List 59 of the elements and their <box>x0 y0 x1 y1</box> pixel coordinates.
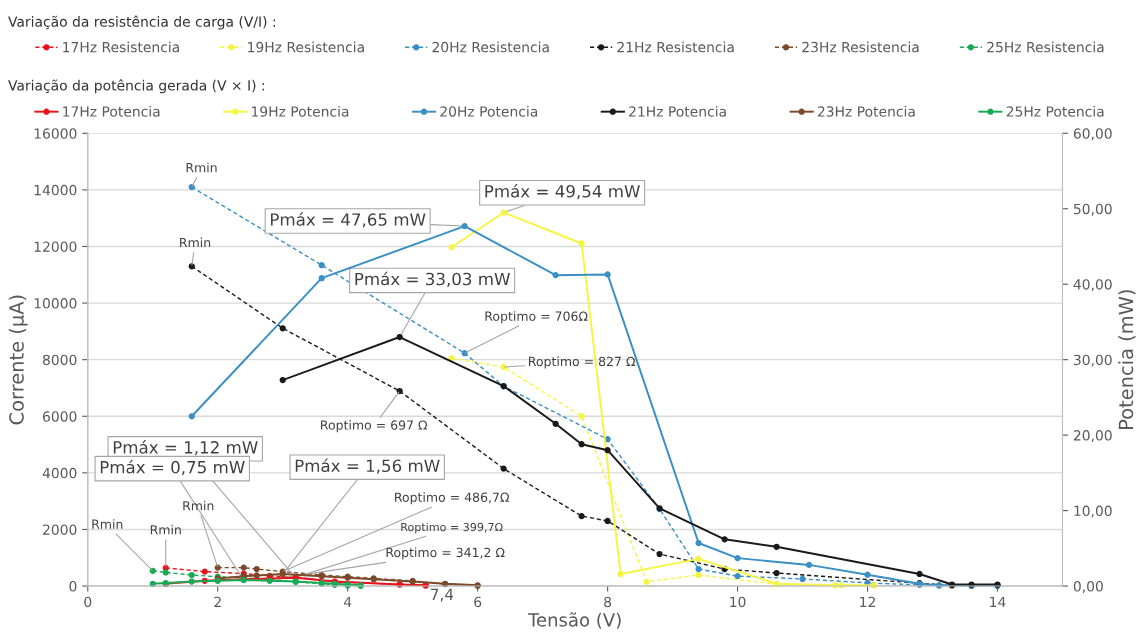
y2-tick-label: 30,00 <box>1073 354 1112 367</box>
legend-label: 19Hz Potencia <box>252 105 349 117</box>
y-tick-label: 16000 <box>34 128 77 139</box>
legend-label: 17Hz Resistencia <box>63 41 179 53</box>
x-tick-label: 2 <box>214 596 221 608</box>
y2-tick-label: 0,00 <box>1073 581 1103 593</box>
text: 7,4 <box>431 588 454 602</box>
y-tick-label: 6000 <box>42 411 77 422</box>
annotation: Roptimo = 827 Ω <box>529 356 636 369</box>
y-tick-label: 10000 <box>34 298 77 309</box>
legend-label: 25Hz Resistencia <box>987 41 1104 53</box>
x-tick-label: 12 <box>860 596 875 608</box>
annotation: Pmáx = 1,12 mW <box>113 440 258 456</box>
legend-label: 19Hz Resistencia <box>248 41 364 53</box>
x-tick-label: 8 <box>604 596 612 608</box>
y2-tick-label: 20,00 <box>1073 430 1112 443</box>
annotation: Roptimo = 706Ω <box>485 311 588 324</box>
annotation: Rmin <box>183 500 214 511</box>
y2-tick-label: 60,00 <box>1073 128 1112 141</box>
annotation: Pmáx = 1,56 mW <box>295 458 440 474</box>
y2-tick-label: 50,00 <box>1073 203 1112 216</box>
legend-label: 21Hz Resistencia <box>617 41 734 53</box>
x-tick-label: 10 <box>730 596 746 608</box>
annotation: Rmin <box>150 524 181 535</box>
legend-label: 17Hz Potencia <box>63 105 160 117</box>
annotation: Pmáx = 49,54 mW <box>485 184 640 200</box>
annotation: Roptimo = 486,7Ω <box>395 492 510 505</box>
y-tick-label: 8000 <box>42 354 77 366</box>
annotation: Roptimo = 341,2 Ω <box>386 547 505 560</box>
annotation: Roptimo = 399,7Ω <box>401 522 503 534</box>
annotation: Roptimo = 697 Ω <box>321 420 428 433</box>
annotation: Pmáx = 33,03 mW <box>355 271 510 287</box>
y2-axis-title: Potencia (mW) <box>1118 290 1136 429</box>
y-tick-label: 2000 <box>43 524 77 535</box>
legend-label: 21Hz Potencia <box>629 105 726 117</box>
legend-label: 23Hz Resistencia <box>802 41 919 53</box>
legend-label: 25Hz Potencia <box>1006 105 1104 117</box>
y-tick-label: 14000 <box>34 184 77 196</box>
x-tick-label: 4 <box>343 596 352 608</box>
legend-label: 20Hz Potencia <box>440 105 538 117</box>
y-axis-title: Corrente (μA) <box>8 295 28 425</box>
y-tick-label: 4000 <box>42 467 77 479</box>
x-axis-title: Tensão (V) <box>527 612 621 629</box>
text: Variação da potência gerada (V × I) : <box>8 79 265 94</box>
annotation: Pmáx = 0,75 mW <box>100 459 245 476</box>
y-tick-label: 0 <box>69 581 77 592</box>
y2-tick-label: 40,00 <box>1073 279 1112 292</box>
y-tick-label: 12000 <box>34 241 77 252</box>
text: Variação da resistência de carga (V/I) : <box>8 15 275 30</box>
legend-label: 20Hz Resistencia <box>432 41 549 53</box>
x-tick-label: 6 <box>474 596 482 608</box>
x-tick-label: 0 <box>84 596 92 608</box>
x-tick-label: 14 <box>990 596 1006 608</box>
annotation: Rmin <box>92 519 123 529</box>
legend-label: 23Hz Potencia <box>817 105 915 117</box>
annotation: Pmáx = 47,65 mW <box>271 212 426 228</box>
annotation: Rmin <box>180 237 211 248</box>
y2-tick-label: 10,00 <box>1074 505 1112 518</box>
annotation: Rmin <box>186 162 217 173</box>
